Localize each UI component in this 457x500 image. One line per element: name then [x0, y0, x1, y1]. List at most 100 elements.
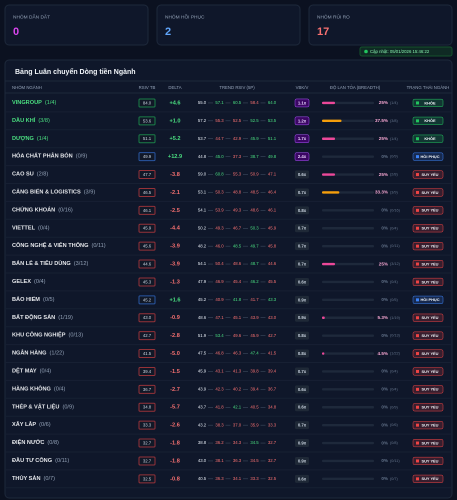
- vbk-value: 0.7x: [298, 244, 307, 249]
- breadth-bar: [322, 101, 335, 105]
- sector-label: HÓA CHẤT PHÂN BÓN: [12, 152, 73, 160]
- trend-value: 41.8: [233, 297, 242, 302]
- breadth-bar: [322, 137, 335, 140]
- breadth-track: [322, 227, 374, 230]
- status-label: SUY YẾU: [422, 279, 439, 284]
- status-icon: [416, 262, 419, 266]
- trend-value: 50.9: [250, 172, 259, 177]
- rsiv-value: 32.5: [143, 476, 152, 481]
- trend-value: 42.1: [233, 404, 242, 409]
- rsiv-box: [138, 456, 156, 466]
- trend-value: 38.1: [215, 458, 224, 463]
- status-icon: [416, 459, 419, 463]
- trend-value: 46.9: [215, 279, 224, 284]
- breadth-count: (0/4): [390, 369, 399, 373]
- vbk-value: 0.9x: [298, 297, 307, 302]
- delta-value: -3.9: [170, 262, 180, 268]
- breadth-count: (0/9): [390, 155, 399, 159]
- sector-count: (1/22): [50, 351, 65, 357]
- breadth-track: [322, 173, 374, 176]
- status-icon: [416, 387, 419, 391]
- sector-name: CAO SU (2/8): [12, 172, 48, 178]
- trend-value: 45.9: [250, 333, 259, 338]
- delta-value: -0.9: [170, 315, 180, 321]
- sector-count: (0/5): [43, 297, 55, 303]
- sector-name: DỆT MAY (0/4): [12, 367, 51, 375]
- trend-value: 48.7: [250, 261, 259, 266]
- breadth-label: 33.3%: [375, 190, 388, 195]
- sector-count: (1/4): [45, 100, 57, 106]
- rsiv-box: [138, 349, 156, 359]
- trend-value: 34.5: [250, 458, 259, 463]
- delta-value: -1.5: [170, 369, 180, 375]
- sector-label: DỆT MAY: [12, 367, 37, 375]
- trend-value: 53.5: [268, 118, 277, 123]
- vbk-value: 0.9x: [298, 315, 307, 320]
- sector-label: THỦY SẢN: [12, 475, 41, 482]
- vbk-value: 0.6x: [298, 172, 307, 177]
- sector-label: VINGROUP: [12, 100, 42, 106]
- breadth-track: [322, 137, 374, 140]
- vbk-value: 1.7x: [298, 136, 307, 141]
- status-badge: [412, 134, 444, 143]
- status-badge: [412, 152, 444, 161]
- status-label: SUY YẾU: [422, 208, 439, 213]
- rsiv-box: [138, 331, 156, 341]
- trend-value: 55.3: [233, 172, 242, 177]
- status-label: SUY YẾU: [422, 440, 439, 445]
- column-header: TREND RSIV (5P): [219, 85, 255, 90]
- trend-value: 39.8: [250, 369, 259, 374]
- sector-label: CAO SU: [12, 172, 34, 178]
- trend-value: 40.5: [198, 476, 207, 481]
- status-label: SUY YẾU: [422, 351, 439, 356]
- breadth-label: 0%: [381, 476, 388, 481]
- breadth-label: 5.3%: [378, 315, 388, 320]
- sector-count: (3/12): [74, 262, 89, 268]
- breadth-count: (3/12): [390, 262, 401, 266]
- breadth-bar: [322, 173, 335, 176]
- trend-value: 42.3: [215, 386, 224, 391]
- breadth-count: (0/11): [390, 244, 400, 248]
- breadth-label: 0%: [381, 369, 388, 374]
- trend-value: 44.7: [215, 136, 224, 141]
- sector-name: DƯỢNG (1/4): [12, 136, 48, 142]
- trend-value: 40.9: [215, 297, 224, 302]
- trend-value: 46.8: [215, 351, 224, 356]
- column-header: DELTA: [168, 85, 181, 90]
- breadth-track: [322, 459, 374, 463]
- vbk-box: [295, 170, 309, 179]
- vbk-box: [295, 474, 309, 483]
- trend-value: 32.7: [268, 458, 277, 463]
- sector-count: (0/4): [40, 369, 52, 375]
- sector-label: HÀNG KHÔNG: [12, 385, 51, 393]
- delta-value: -3.8: [170, 172, 180, 178]
- status-badge: [412, 98, 444, 108]
- trend-value: 53.7: [198, 136, 207, 141]
- trend-value: 37.0: [233, 422, 242, 427]
- status-badge: [412, 313, 444, 322]
- sector-count: (0/9): [76, 154, 88, 160]
- sector-name: BẢO HIỂM (0/5): [12, 296, 55, 303]
- vbk-value: 0.7x: [298, 261, 307, 266]
- trend-value: 49.8: [268, 154, 277, 159]
- status-icon: [416, 369, 419, 373]
- breadth-count: (0/13): [390, 334, 401, 338]
- sector-name: CẢNG BIỂN & LOGISTICS (3/9): [12, 189, 95, 196]
- vbk-box: [294, 116, 310, 126]
- rsiv-box: [138, 187, 156, 197]
- stat-card: [156, 4, 301, 46]
- trend-value: 34.8: [268, 404, 277, 409]
- delta-value: -5.7: [170, 405, 180, 411]
- rsiv-box: [138, 116, 156, 126]
- breadth-count: (0/6): [390, 423, 399, 427]
- status-badge: [412, 116, 444, 125]
- delta-value: -2.5: [170, 208, 180, 214]
- status-badge: [412, 295, 444, 304]
- trend-value: 53.1: [198, 190, 207, 195]
- sector-label: CHỨNG KHOÁN: [12, 207, 55, 214]
- status-label: KHỎE: [424, 118, 436, 123]
- rsiv-value: 45.2: [143, 297, 152, 302]
- sector-name: GELEX (0/4): [12, 279, 46, 285]
- rsiv-value: 53.6: [143, 118, 152, 123]
- trend-value: 34.1: [233, 476, 242, 481]
